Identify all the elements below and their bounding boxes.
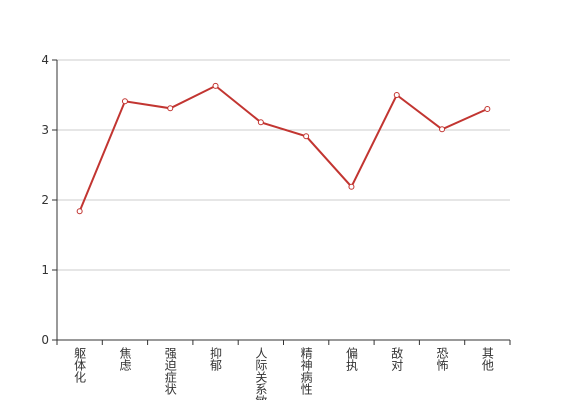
point bbox=[121, 98, 128, 105]
y-tick-label: 3 bbox=[41, 123, 49, 137]
point bbox=[393, 92, 400, 98]
x-tick-label: 躯体化 bbox=[73, 346, 87, 384]
point bbox=[303, 133, 310, 140]
y-tick-label: 4 bbox=[41, 53, 49, 67]
x-tick-label: 恐怖 bbox=[435, 347, 449, 371]
y-tick-label: 0 bbox=[41, 333, 49, 347]
point bbox=[76, 208, 83, 215]
x-tick-label: 精神病性 bbox=[299, 347, 313, 396]
x-tick-label: 人际关系敏感 bbox=[254, 347, 268, 400]
point bbox=[439, 126, 446, 133]
point bbox=[167, 105, 174, 112]
x-tick-label: 强迫症状 bbox=[163, 347, 177, 395]
y-tick-label: 1 bbox=[41, 263, 49, 277]
x-tick-label: 偏执 bbox=[344, 346, 358, 372]
x-tick-label: 焦虑 bbox=[118, 347, 132, 371]
x-tick-label: 抑郁 bbox=[209, 346, 223, 372]
line bbox=[78, 84, 488, 212]
point bbox=[484, 106, 491, 112]
point bbox=[348, 183, 355, 190]
y-tick-label: 2 bbox=[41, 193, 49, 207]
point bbox=[212, 82, 219, 89]
x-tick-label: 敌对 bbox=[390, 346, 404, 371]
x-tick-label: 其他 bbox=[480, 347, 494, 371]
point bbox=[257, 119, 264, 126]
